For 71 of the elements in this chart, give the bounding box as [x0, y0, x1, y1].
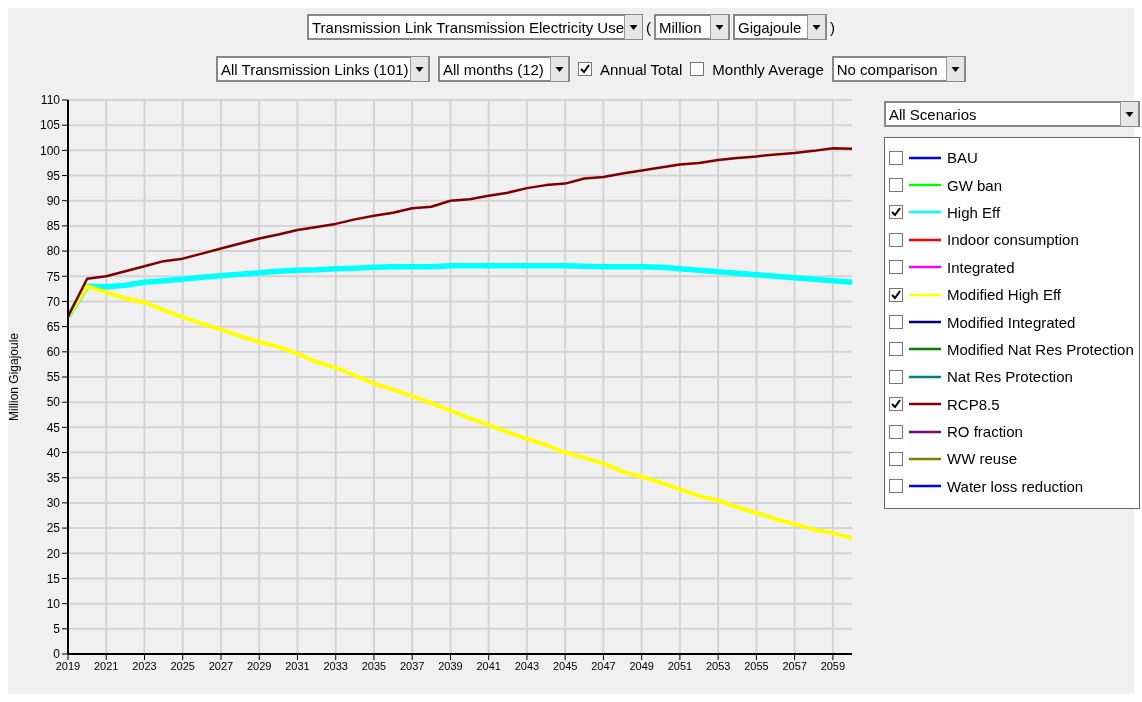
x-tick-label: 2051 — [667, 659, 693, 672]
legend-label: GW ban — [947, 176, 1003, 194]
text: All months (12) — [443, 60, 544, 78]
y-tick-label: 110 — [40, 93, 61, 108]
y-tick-label: 105 — [39, 118, 61, 133]
x-tick-label: 2025 — [170, 659, 195, 672]
x-tick-label: 2021 — [94, 659, 119, 672]
text: Annual Total — [600, 60, 683, 78]
legend-label: RCP8.5 — [947, 395, 1000, 413]
x-tick-label: 2037 — [399, 659, 425, 672]
x-tick-label: 2045 — [552, 659, 578, 672]
y-tick-label: 40 — [46, 445, 61, 460]
y-tick-label: 80 — [46, 244, 61, 259]
x-tick-label: 2041 — [476, 659, 501, 672]
y-tick-label: 95 — [46, 168, 61, 183]
legend-label: Water loss reduction — [947, 477, 1084, 495]
text: Monthly Average — [712, 60, 824, 78]
y-tick-label: 70 — [46, 294, 61, 309]
x-tick-label: 2029 — [246, 659, 272, 672]
legend-label: WW reuse — [947, 450, 1018, 468]
legend-label: Modified High Eff — [947, 286, 1061, 304]
legend-label: High Eff — [947, 203, 1001, 221]
y-tick-label: 30 — [46, 496, 61, 511]
chart-title: Transmission Link Transmission Electricity Use — [312, 18, 625, 36]
text: All Transmission Links (101) — [221, 60, 409, 78]
x-tick-label: 2043 — [514, 659, 540, 672]
x-tick-label: 2055 — [744, 659, 769, 672]
text: ) — [830, 18, 835, 36]
legend-label: Modified Integrated — [947, 313, 1076, 331]
x-tick-label: 2027 — [208, 659, 234, 672]
y-tick-label: 85 — [46, 219, 61, 234]
y-tick-label: 50 — [46, 395, 61, 410]
y-tick-label: 5 — [53, 622, 61, 637]
legend-label: Modified Nat Res Protection — [947, 340, 1134, 358]
y-tick-label: 10 — [46, 596, 61, 611]
y-tick-label: 55 — [46, 370, 61, 385]
y-tick-label: 20 — [46, 546, 61, 561]
legend-label: Indoor consumption — [947, 231, 1079, 249]
line-series — [68, 284, 852, 541]
text: ( — [646, 18, 651, 36]
x-tick-label: 2031 — [285, 659, 310, 672]
x-tick-label: 2033 — [323, 659, 348, 672]
x-tick-label: 2053 — [705, 659, 731, 672]
x-tick-label: 2035 — [361, 659, 387, 672]
x-tick-label: 2059 — [820, 659, 846, 672]
x-tick-label: 2057 — [782, 659, 807, 672]
x-tick-label: 2049 — [629, 659, 654, 672]
y-tick-label: 65 — [46, 319, 61, 334]
y-tick-label: 100 — [39, 143, 61, 158]
x-tick-label: 2039 — [438, 659, 463, 672]
x-tick-label: 2019 — [55, 659, 81, 672]
y-tick-label: 90 — [46, 193, 61, 208]
legend-label: BAU — [947, 149, 978, 167]
y-tick-label: 75 — [46, 269, 61, 284]
line-series — [68, 147, 852, 318]
text: No comparison — [836, 60, 938, 78]
text: Gigajoule — [738, 18, 802, 36]
text: Million — [659, 18, 702, 36]
y-tick-label: 60 — [46, 345, 61, 360]
y-tick-label: 45 — [46, 420, 61, 435]
y-axis-title: Million Gigajoule — [7, 332, 22, 422]
x-tick-label: 2047 — [591, 659, 616, 672]
legend-label: Integrated — [947, 258, 1015, 276]
text: All Scenarios — [889, 105, 977, 123]
y-tick-label: 15 — [46, 571, 61, 586]
y-tick-label: 0 — [53, 647, 61, 662]
y-tick-label: 35 — [46, 470, 61, 485]
y-tick-label: 25 — [46, 521, 61, 536]
x-tick-label: 2023 — [132, 659, 157, 672]
legend-label: RO fraction — [947, 423, 1023, 441]
legend-label: Nat Res Protection — [947, 368, 1073, 386]
